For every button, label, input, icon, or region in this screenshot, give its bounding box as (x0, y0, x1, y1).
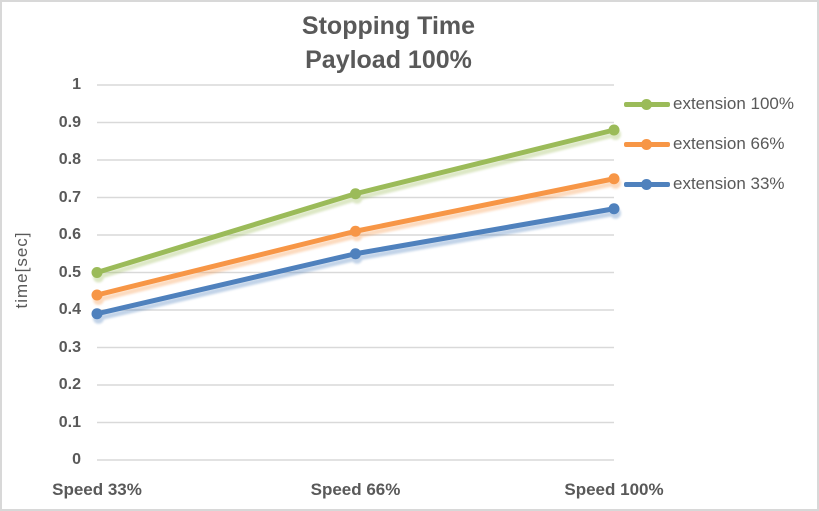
y-tick-label: 0 (72, 451, 81, 468)
series-extension-66- (91, 173, 620, 301)
x-axis-label: Speed 100% (564, 480, 664, 499)
y-tick-label: 0.8 (58, 151, 81, 168)
y-tick-label: 1 (72, 76, 81, 93)
data-point-marker (91, 267, 103, 278)
chart-title: Stopping Time Payload 100% (2, 9, 796, 77)
y-tick-label: 0.2 (58, 376, 81, 393)
y-tick-label: 0.6 (58, 226, 81, 243)
y-tick-label: 0.1 (58, 413, 81, 431)
chart-title-line2: Payload 100% (305, 46, 472, 74)
y-tick-label: 0.4 (58, 301, 81, 318)
data-point-marker (608, 203, 620, 215)
y-tick-label: 0.7 (58, 188, 81, 206)
series-extension-33- (91, 203, 620, 320)
y-tick-label: 0.9 (58, 113, 81, 131)
data-point-marker (91, 289, 103, 301)
y-tick-label: 0.3 (58, 338, 81, 356)
series-extension-100- (91, 124, 620, 278)
x-axis-label: Speed 66% (310, 480, 401, 499)
data-point-marker (608, 173, 620, 185)
chart-title-line1: Stopping Time (301, 12, 476, 40)
data-point-marker (608, 124, 620, 136)
data-point-marker (350, 225, 361, 237)
series-shadow-extension-33- (93, 207, 621, 324)
x-axis-label: Speed 33% (52, 480, 142, 499)
data-point-marker (350, 188, 361, 200)
y-tick-label: 0.5 (58, 263, 81, 281)
data-point-marker (350, 248, 361, 260)
data-point-marker (91, 308, 103, 320)
